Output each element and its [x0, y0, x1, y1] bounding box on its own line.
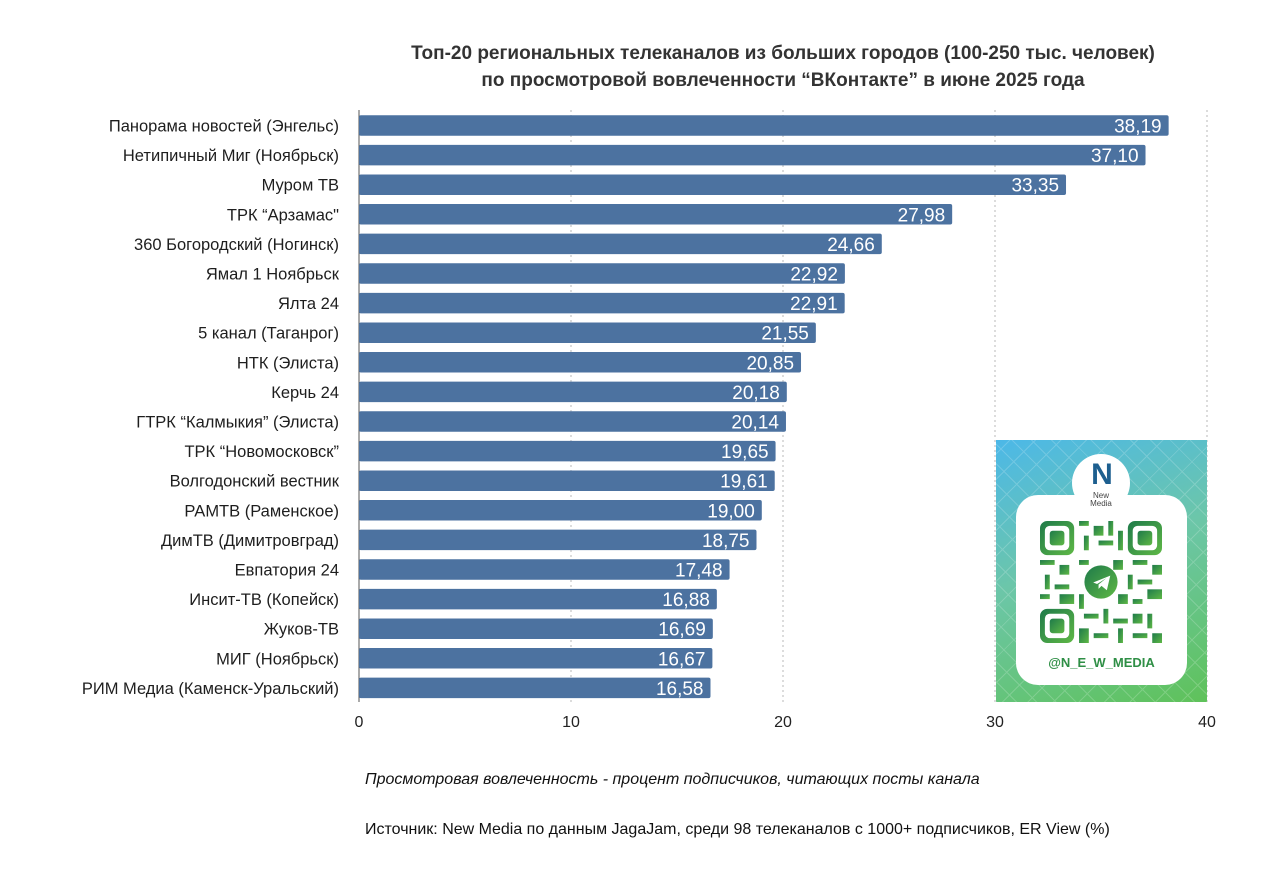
data-label-4: 24,66: [827, 235, 875, 256]
data-label-10: 20,14: [731, 413, 779, 434]
category-label-6: Ялта 24: [278, 295, 339, 313]
data-label-18: 16,67: [658, 649, 706, 670]
category-label-11: ТРК “Новомосковск”: [184, 443, 339, 461]
category-label-2: Муром ТВ: [262, 177, 339, 195]
data-label-12: 19,61: [720, 472, 768, 493]
bar-8: [359, 352, 802, 373]
category-label-7: 5 канал (Таганрог): [198, 325, 339, 343]
bar-10: [359, 411, 786, 432]
data-label-3: 27,98: [898, 205, 946, 226]
category-label-18: МИГ (Ноябрьск): [216, 650, 339, 668]
bar-13: [359, 500, 762, 521]
category-label-9: Керчь 24: [271, 384, 339, 402]
category-label-13: РАМТВ (Раменское): [184, 502, 339, 520]
category-label-17: Жуков-ТВ: [264, 621, 339, 639]
data-label-0: 38,19: [1114, 117, 1162, 138]
bar-4: [359, 233, 882, 255]
data-label-11: 19,65: [721, 442, 769, 463]
x-tick-label-2: 20: [774, 714, 792, 731]
bar-9: [359, 381, 787, 403]
x-tick-label-4: 40: [1198, 714, 1216, 731]
bar-7: [359, 322, 816, 343]
bar-16: [359, 588, 717, 610]
logo-letter: N: [1091, 458, 1113, 491]
data-label-14: 18,75: [702, 531, 750, 552]
chart-title-line-2: по просмотровой вовлеченности “ВКонтакте…: [481, 70, 1085, 91]
category-label-16: Инсит-ТВ (Копейск): [189, 591, 339, 609]
bar-1: [359, 144, 1146, 166]
category-label-19: РИМ Медиа (Каменск-Уральский): [82, 680, 339, 698]
logo-line-2: Media: [1090, 499, 1112, 508]
logo-line-1: New: [1092, 491, 1109, 500]
category-label-15: Евпатория 24: [235, 562, 339, 580]
category-label-12: Волгодонский вестник: [170, 473, 340, 491]
data-label-2: 33,35: [1011, 176, 1059, 197]
bar-18: [359, 648, 713, 669]
bar-6: [359, 292, 845, 314]
bar-14: [359, 529, 757, 551]
data-label-16: 16,88: [662, 590, 710, 611]
bar-2: [359, 174, 1067, 195]
category-label-10: ГТРК “Калмыкия” (Элиста): [136, 414, 339, 432]
category-label-14: ДимТВ (Димитровград): [161, 532, 339, 550]
x-tick-label-1: 10: [562, 714, 580, 731]
bar-12: [359, 470, 775, 491]
definition-note: Просмотровая вовлеченность - процент под…: [365, 771, 980, 788]
chart-title-line-1: Топ-20 региональных телеканалов из больш…: [411, 43, 1155, 64]
data-label-13: 19,00: [707, 501, 755, 522]
category-label-8: НТК (Элиста): [237, 354, 339, 372]
category-label-0: Панорама новостей (Энгельс): [109, 118, 339, 136]
bar-17: [359, 618, 713, 639]
qr-code-panel[interactable]: @N_E_W_MEDIA: [1016, 495, 1187, 685]
bar-19: [359, 677, 711, 699]
data-label-7: 21,55: [761, 324, 809, 345]
qr-code-icon: [1040, 521, 1162, 643]
bar-3: [359, 204, 953, 225]
category-label-3: ТРК “Арзамас": [227, 206, 339, 224]
new-media-logo: N New Media: [1072, 454, 1130, 512]
data-label-17: 16,69: [658, 620, 706, 641]
bar-0: [359, 115, 1169, 136]
chart-title: Топ-20 региональных телеканалов из больш…: [300, 40, 1266, 94]
data-label-8: 20,85: [746, 353, 794, 374]
category-label-1: Нетипичный Миг (Ноябрьск): [123, 147, 339, 165]
x-tick-label-3: 30: [986, 714, 1004, 731]
data-label-5: 22,92: [790, 265, 838, 286]
data-label-6: 22,91: [790, 294, 838, 315]
source-note: Источник: New Media по данным JagaJam, с…: [365, 821, 1110, 838]
x-tick-label-0: 0: [355, 714, 364, 731]
category-label-5: Ямал 1 Ноябрьск: [206, 266, 340, 284]
bar-5: [359, 263, 845, 284]
bar-11: [359, 440, 776, 462]
data-label-1: 37,10: [1091, 146, 1139, 167]
category-label-4: 360 Богородский (Ногинск): [134, 236, 339, 254]
bar-15: [359, 559, 730, 580]
data-label-15: 17,48: [675, 561, 723, 582]
qr-handle-text[interactable]: @N_E_W_MEDIA: [1048, 655, 1155, 670]
data-label-9: 20,18: [732, 383, 780, 404]
data-label-19: 16,58: [656, 679, 704, 700]
qr-promo-card[interactable]: @N_E_W_MEDIA N New Media: [996, 440, 1207, 702]
